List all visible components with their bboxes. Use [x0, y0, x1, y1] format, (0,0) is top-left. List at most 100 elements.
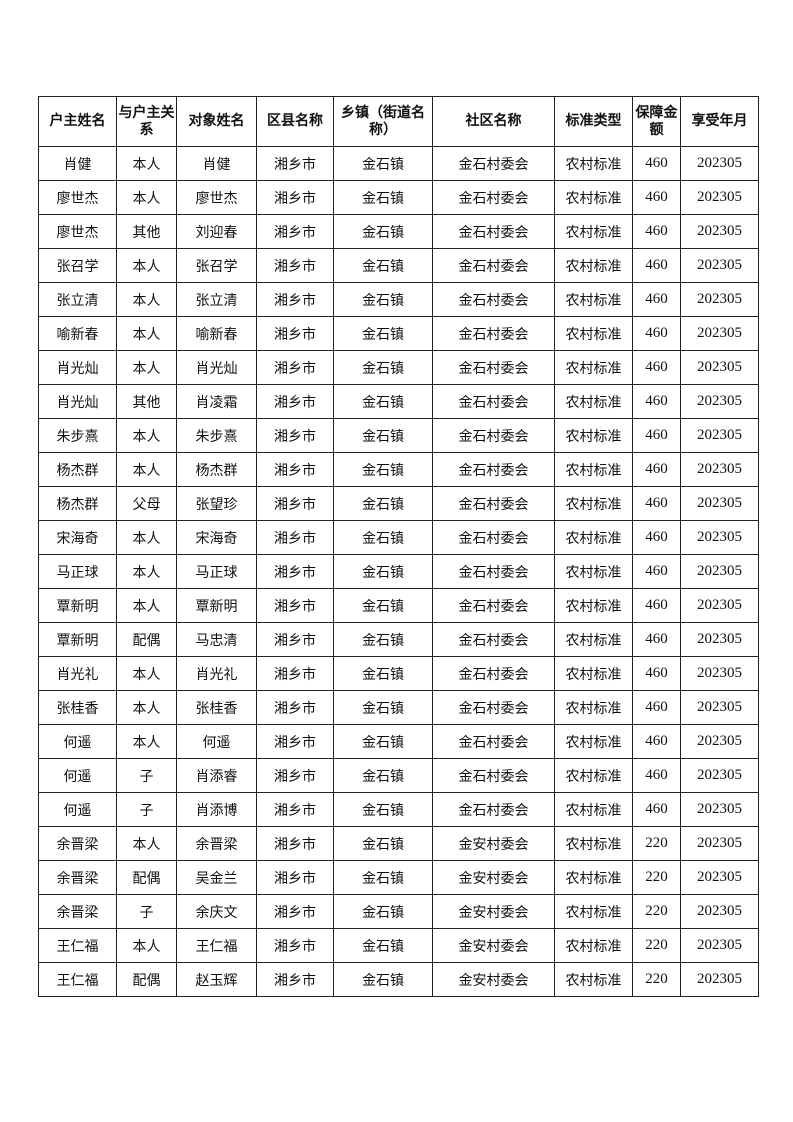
cell-recipient-name: 肖凌霜	[176, 384, 257, 419]
cell-standard-type: 农村标准	[554, 316, 633, 351]
cell-month: 202305	[680, 962, 759, 997]
cell-recipient-name: 宋海奇	[176, 520, 257, 555]
table-row: 何遥子肖添睿 湘乡市 金石镇 金石村委会 农村标准 460 202305	[38, 758, 759, 793]
cell-month: 202305	[680, 452, 759, 487]
cell-household-head: 宋海奇	[38, 520, 117, 555]
cell-relation: 子	[116, 758, 177, 793]
table-row: 肖光灿 其他 肖凌霜 湘乡市 金石镇 金石村委会 农村标准 460 202305	[38, 384, 759, 419]
cell-amount: 460	[632, 146, 681, 181]
cell-month: 202305	[680, 928, 759, 963]
cell-relation: 本人	[116, 690, 177, 725]
header-amount: 保障金额	[632, 96, 681, 147]
cell-amount: 460	[632, 520, 681, 555]
cell-relation: 本人	[116, 180, 177, 215]
cell-community: 金石村委会	[432, 452, 555, 487]
cell-month: 202305	[680, 418, 759, 453]
cell-town: 金石镇	[333, 622, 433, 657]
cell-county: 湘乡市	[256, 282, 334, 317]
cell-county: 湘乡市	[256, 690, 334, 725]
cell-county: 湘乡市	[256, 350, 334, 385]
cell-month: 202305	[680, 894, 759, 929]
cell-relation: 本人	[116, 418, 177, 453]
cell-community: 金石村委会	[432, 248, 555, 283]
cell-county: 湘乡市	[256, 554, 334, 589]
cell-standard-type: 农村标准	[554, 690, 633, 725]
cell-community: 金石村委会	[432, 146, 555, 181]
table-row: 王仁福 本人 王仁福 湘乡市 金石镇 金安村委会 农村标准 220 202305	[38, 928, 759, 963]
cell-county: 湘乡市	[256, 316, 334, 351]
cell-town: 金石镇	[333, 486, 433, 521]
cell-relation: 本人	[116, 554, 177, 589]
cell-relation: 父母	[116, 486, 177, 521]
cell-community: 金安村委会	[432, 928, 555, 963]
cell-county: 湘乡市	[256, 180, 334, 215]
table-row: 喻新春 本人 喻新春 湘乡市 金石镇 金石村委会 农村标准 460 202305	[38, 316, 759, 351]
cell-month: 202305	[680, 622, 759, 657]
cell-town: 金石镇	[333, 724, 433, 759]
cell-relation: 本人	[116, 452, 177, 487]
cell-recipient-name: 吴金兰	[176, 860, 257, 895]
cell-county: 湘乡市	[256, 384, 334, 419]
cell-month: 202305	[680, 792, 759, 827]
cell-community: 金石村委会	[432, 622, 555, 657]
cell-community: 金石村委会	[432, 282, 555, 317]
cell-household-head: 何遥	[38, 758, 117, 793]
cell-county: 湘乡市	[256, 588, 334, 623]
cell-standard-type: 农村标准	[554, 894, 633, 929]
table-header-row: 户主姓名 与户主关系 对象姓名 区县名称 乡镇（街道名称） 社区名称 标准类型 保障金额 享受年…	[38, 96, 759, 147]
cell-recipient-name: 朱步熹	[176, 418, 257, 453]
cell-recipient-name: 杨杰群	[176, 452, 257, 487]
cell-community: 金石村委会	[432, 792, 555, 827]
cell-standard-type: 农村标准	[554, 962, 633, 997]
cell-amount: 460	[632, 690, 681, 725]
cell-community: 金石村委会	[432, 384, 555, 419]
cell-county: 湘乡市	[256, 860, 334, 895]
cell-household-head: 覃新明	[38, 622, 117, 657]
cell-town: 金石镇	[333, 588, 433, 623]
cell-amount: 460	[632, 384, 681, 419]
cell-amount: 220	[632, 894, 681, 929]
table-row: 余晋梁 配偶 吴金兰 湘乡市 金石镇 金安村委会 农村标准 220 202305	[38, 860, 759, 895]
cell-county: 湘乡市	[256, 894, 334, 929]
cell-town: 金石镇	[333, 656, 433, 691]
cell-household-head: 王仁福	[38, 962, 117, 997]
cell-month: 202305	[680, 146, 759, 181]
cell-amount: 460	[632, 724, 681, 759]
cell-community: 金安村委会	[432, 826, 555, 861]
cell-relation: 本人	[116, 350, 177, 385]
cell-standard-type: 农村标准	[554, 418, 633, 453]
table-row: 何遥 本人 何遥 湘乡市 金石镇 金石村委会 农村标准 460 202305	[38, 724, 759, 759]
cell-relation: 本人	[116, 316, 177, 351]
cell-town: 金石镇	[333, 350, 433, 385]
cell-standard-type: 农村标准	[554, 724, 633, 759]
cell-town: 金石镇	[333, 146, 433, 181]
cell-town: 金石镇	[333, 758, 433, 793]
cell-household-head: 廖世杰	[38, 214, 117, 249]
cell-community: 金安村委会	[432, 894, 555, 929]
cell-month: 202305	[680, 690, 759, 725]
table-row: 肖光灿 本人 肖光灿 湘乡市 金石镇 金石村委会 农村标准 460 202305	[38, 350, 759, 385]
table-row: 张立清 本人 张立清 湘乡市 金石镇 金石村委会 农村标准 460 202305	[38, 282, 759, 317]
cell-relation: 本人	[116, 588, 177, 623]
cell-town: 金石镇	[333, 384, 433, 419]
cell-town: 金石镇	[333, 214, 433, 249]
cell-household-head: 肖健	[38, 146, 117, 181]
cell-amount: 460	[632, 282, 681, 317]
table-row: 余晋梁 本人 余晋梁 湘乡市 金石镇 金安村委会 农村标准 220 202305	[38, 826, 759, 861]
cell-household-head: 肖光灿	[38, 350, 117, 385]
cell-recipient-name: 喻新春	[176, 316, 257, 351]
cell-amount: 460	[632, 452, 681, 487]
table-row: 王仁福 配偶 赵玉辉 湘乡市 金石镇 金安村委会 农村标准 220 202305	[38, 962, 759, 997]
cell-recipient-name: 马忠清	[176, 622, 257, 657]
cell-community: 金石村委会	[432, 486, 555, 521]
cell-amount: 460	[632, 758, 681, 793]
cell-month: 202305	[680, 214, 759, 249]
cell-recipient-name: 何遥	[176, 724, 257, 759]
cell-household-head: 杨杰群	[38, 452, 117, 487]
cell-standard-type: 农村标准	[554, 588, 633, 623]
cell-recipient-name: 王仁福	[176, 928, 257, 963]
cell-relation: 子	[116, 792, 177, 827]
cell-amount: 460	[632, 418, 681, 453]
cell-household-head: 肖光礼	[38, 656, 117, 691]
cell-county: 湘乡市	[256, 452, 334, 487]
